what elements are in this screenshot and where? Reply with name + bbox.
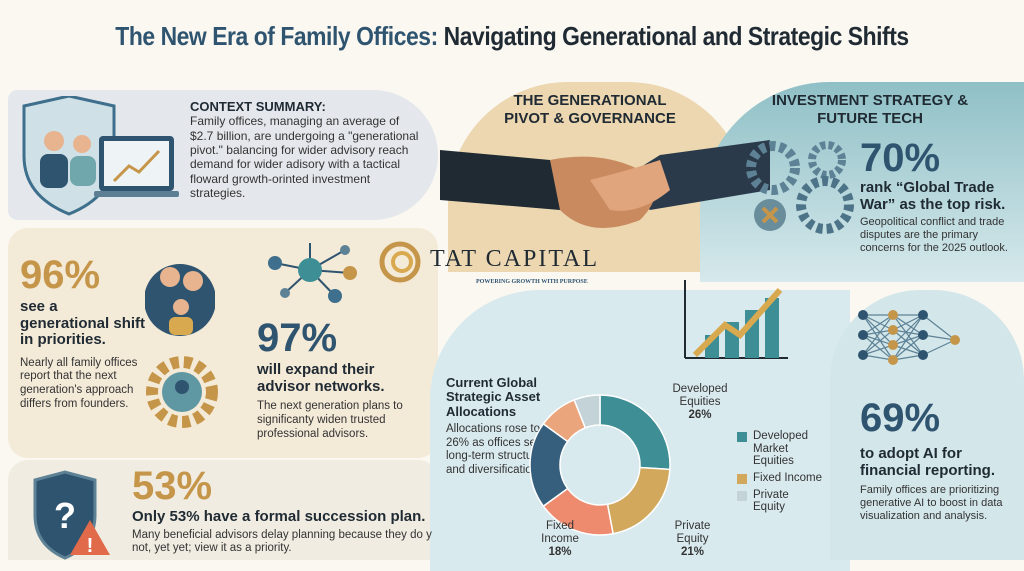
label-pct: 18% bbox=[548, 546, 572, 559]
network-node bbox=[858, 350, 868, 360]
label-pct: 26% bbox=[688, 409, 712, 422]
logo-swirl-icon bbox=[379, 241, 421, 283]
stat-70-body: Geopolitical conflict and trade disputes… bbox=[860, 216, 1008, 255]
legend-swatch bbox=[737, 432, 747, 442]
logo-tagline: POWERING GROWTH WITH PURPOSE bbox=[476, 279, 588, 285]
gears-icon bbox=[746, 141, 854, 234]
allocation-donut-chart bbox=[529, 394, 671, 536]
network-node bbox=[918, 310, 928, 320]
generational-panel bbox=[8, 228, 438, 458]
stat-97-body: The next generation plans to significant… bbox=[257, 400, 403, 440]
donut-slice-private-equity bbox=[606, 466, 671, 535]
neural-network-icon bbox=[858, 310, 960, 365]
title-part1: The New Era of Family Offices: bbox=[115, 21, 438, 51]
donut-slice-developed-equities bbox=[599, 394, 671, 471]
chart-subtitle: Allocations rose to 26% as offices seek … bbox=[446, 422, 549, 477]
stat-97-value: 97% bbox=[257, 316, 338, 360]
governance-heading: THE GENERATIONAL PIVOT & GOVERNANCE bbox=[504, 92, 676, 127]
context-heading: CONTEXT SUMMARY: bbox=[190, 99, 326, 114]
label-name: Fixed Income bbox=[541, 520, 579, 546]
label-private-equity: Private Equity 21% bbox=[665, 520, 720, 560]
network-node bbox=[918, 330, 928, 340]
stat-97-headline: will expand their advisor networks. bbox=[257, 361, 385, 395]
page-title: The New Era of Family Offices: Navigatin… bbox=[115, 20, 909, 52]
label-fixed-income: Fixed Income 18% bbox=[535, 520, 585, 560]
family-laptop-icon bbox=[22, 96, 179, 216]
network-node bbox=[858, 330, 868, 340]
label-name: Private Equity bbox=[674, 520, 711, 546]
legend-label: Private Equity bbox=[753, 488, 789, 514]
donut-slice-5 bbox=[573, 394, 601, 429]
legend-label: Developed Market Equities bbox=[753, 430, 808, 468]
chart-legend: Developed Market Equities Fixed Income P… bbox=[737, 430, 823, 518]
legend-swatch bbox=[737, 473, 747, 484]
stat-96-value: 96% bbox=[20, 253, 101, 297]
logo-name: TAT CAPITAL bbox=[430, 246, 600, 272]
shield-warning-icon: ? ! bbox=[33, 470, 110, 560]
network-node bbox=[888, 325, 898, 335]
network-node bbox=[888, 355, 898, 365]
growth-chart-icon bbox=[684, 280, 788, 359]
legend-swatch bbox=[737, 490, 747, 501]
investment-heading: INVESTMENT STRATEGY & FUTURE TECH bbox=[771, 92, 969, 127]
stat-53-value: 53% bbox=[132, 464, 213, 508]
chart-title: Current Global Strategic Asset Allocatio… bbox=[446, 375, 541, 419]
legend-item: Private Equity bbox=[737, 489, 823, 514]
svg-text:!: ! bbox=[87, 535, 94, 557]
stat-70-value: 70% bbox=[860, 136, 941, 180]
label-name: Developed Equities bbox=[672, 383, 728, 409]
context-body: Family offices, managing an average of $… bbox=[190, 114, 419, 201]
network-node bbox=[950, 335, 960, 345]
legend-item: Developed Market Equities bbox=[737, 430, 823, 468]
stat-69-headline: to adopt AI for financial reporting. bbox=[860, 445, 996, 479]
network-node bbox=[858, 310, 868, 320]
tat-capital-logo: TAT CAPITAL POWERING GROWTH WITH PURPOSE bbox=[378, 238, 598, 290]
gear-person-icon bbox=[146, 356, 218, 428]
title-part2: Navigating Generational and Strategic Sh… bbox=[437, 21, 909, 51]
network-node bbox=[918, 350, 928, 360]
legend-label: Fixed Income bbox=[753, 471, 823, 484]
network-node bbox=[888, 340, 898, 350]
stat-53-body: Many beneficial advisors delay planning … bbox=[132, 528, 432, 555]
network-icon bbox=[268, 243, 357, 303]
network-node bbox=[888, 310, 898, 320]
family-icon bbox=[145, 264, 215, 336]
stat-96-body: Nearly all family offices report that th… bbox=[20, 356, 138, 410]
stat-70-headline: rank “Global Trade War” as the top risk. bbox=[860, 179, 1006, 213]
svg-text:?: ? bbox=[54, 495, 76, 536]
legend-item: Fixed Income bbox=[737, 472, 823, 485]
stat-96-headline: see a generational shift in priorities. bbox=[20, 298, 146, 348]
stat-69-body: Family offices are prioritizing generati… bbox=[860, 484, 1003, 523]
stat-53-headline: Only 53% have a formal succession plan. bbox=[132, 508, 426, 525]
label-developed-equities: Developed Equities 26% bbox=[665, 383, 735, 423]
handshake-icon bbox=[440, 140, 770, 228]
label-pct: 21% bbox=[680, 546, 705, 559]
stat-69-value: 69% bbox=[860, 396, 941, 440]
